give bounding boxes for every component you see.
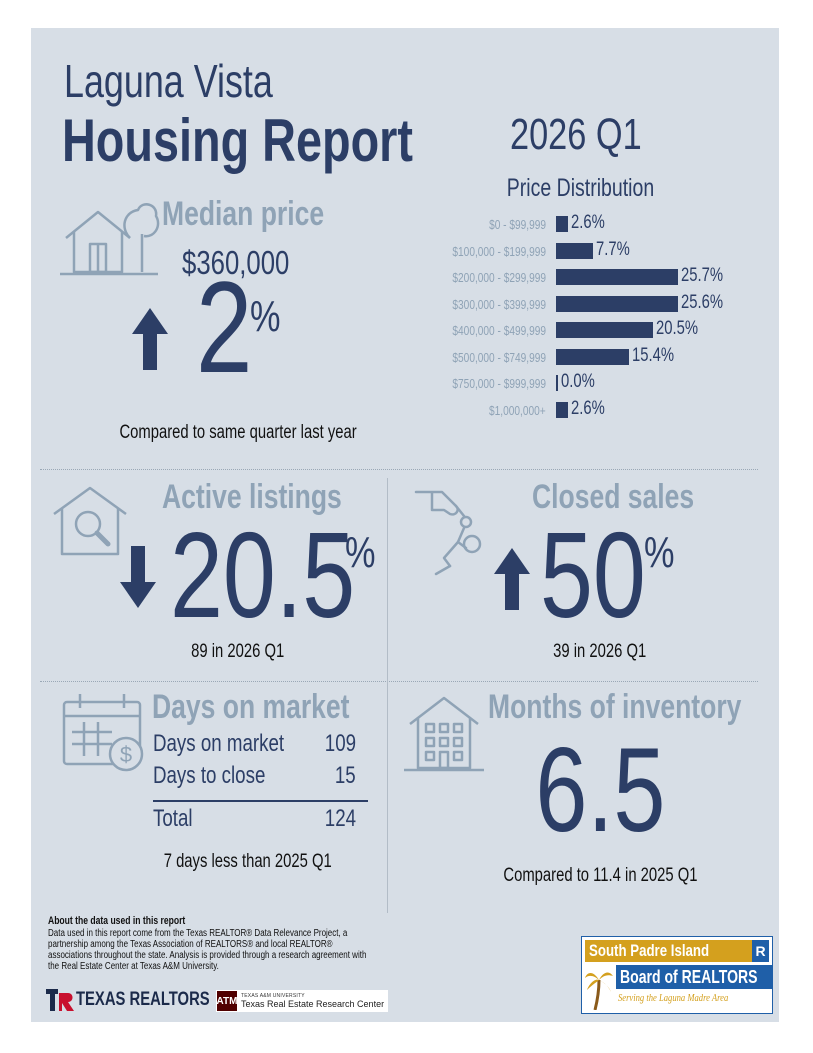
dist-value-label: 0.0% (561, 371, 595, 392)
days-on-market-note: 7 days less than 2025 Q1 (163, 851, 333, 872)
tamu-logo[interactable]: ATM TEXAS A&M UNIVERSITY Texas Real Esta… (216, 990, 388, 1012)
report-title: Housing Report (62, 107, 413, 174)
dist-bar (556, 375, 558, 391)
dist-bar (556, 348, 630, 365)
tamu-small-text: TEXAS A&M UNIVERSITY (241, 993, 305, 999)
dist-bar (556, 401, 569, 418)
closed-sales-unit: % (644, 528, 675, 577)
board-tagline: Serving the Laguna Madre Area (618, 992, 729, 1004)
report-panel (31, 28, 779, 1022)
divider-vertical (387, 478, 388, 913)
board-line1-banner: South Padre Island (585, 940, 754, 962)
months-inventory-value: 6.5 (534, 723, 666, 857)
dist-category-label: $400,000 - $499,999 (452, 323, 546, 338)
active-listings-note: 89 in 2026 Q1 (191, 641, 285, 662)
magnifier-house-icon (50, 484, 130, 560)
dist-bar (556, 295, 678, 312)
svg-text:$: $ (120, 742, 132, 767)
palm-tree-icon (585, 964, 613, 1010)
dist-value-label: 2.6% (571, 397, 606, 419)
months-inventory-note: Compared to 11.4 in 2025 Q1 (502, 865, 698, 886)
texas-realtors-text: TEXAS REALTORS (76, 989, 210, 1010)
dist-category-label: $200,000 - $299,999 (452, 270, 546, 285)
median-price-value: $360,000 (182, 244, 290, 281)
calendar-dollar-icon: $ (62, 692, 148, 776)
dist-value-label: 7.7% (595, 238, 630, 260)
dist-category-label: $100,000 - $199,999 (452, 243, 546, 259)
total-divider (153, 800, 368, 802)
board-line2-banner: Board of REALTORS (616, 965, 772, 989)
arrow-down-icon (120, 546, 156, 608)
tamu-mark-icon: ATM (217, 991, 237, 1011)
dist-value-label: 15.4% (632, 344, 675, 366)
dist-category-label: $500,000 - $749,999 (452, 349, 546, 365)
dtc-row-label: Days to close (153, 762, 266, 789)
realtor-r-icon: R (752, 940, 769, 962)
texas-realtors-logo[interactable]: TEXAS REALTORS (46, 989, 247, 1011)
about-text: Data used in this report come from the T… (48, 928, 367, 972)
closed-sales-note: 39 in 2026 Q1 (553, 641, 647, 662)
city-name: Laguna Vista (64, 55, 273, 107)
dist-bar (556, 269, 678, 285)
arrow-up-icon (494, 548, 530, 610)
divider-horizontal-2 (40, 681, 758, 682)
texas-realtors-mark-icon (46, 989, 74, 1011)
median-price-unit: % (250, 292, 281, 341)
apartment-building-icon (402, 694, 486, 774)
dist-value-label: 2.6% (571, 212, 606, 233)
closed-sales-heading: Closed sales (532, 478, 695, 516)
price-distribution-title: Price Distribution (506, 174, 654, 202)
dom-row-label: Days on market (153, 730, 285, 757)
dist-category-label: $750,000 - $999,999 (452, 376, 546, 391)
about-title: About the data used in this report (48, 915, 186, 927)
months-inventory-heading: Months of inventory (488, 688, 742, 726)
total-value: 124 (324, 805, 356, 832)
tamu-center-text: Texas Real Estate Research Center (241, 999, 385, 1009)
dist-category-label: $0 - $99,999 (489, 217, 546, 232)
house-tree-icon (60, 198, 160, 278)
median-price-change: 2 (196, 254, 253, 400)
arrow-up-icon (132, 308, 168, 370)
dom-row-value: 109 (324, 730, 356, 757)
active-listings-change: 20.5 (170, 507, 356, 643)
total-label: Total (153, 805, 193, 832)
dist-bar (556, 322, 654, 338)
dist-category-label: $1,000,000+ (489, 402, 546, 418)
board-logo[interactable]: South Padre Island R Board of REALTORS S… (581, 936, 773, 1014)
dist-bar (556, 216, 569, 232)
closed-sales-change: 50 (540, 507, 646, 643)
dtc-row-value: 15 (335, 762, 356, 789)
hand-keys-icon (414, 486, 494, 576)
median-price-note: Compared to same quarter last year (119, 422, 357, 443)
dist-value-label: 25.7% (681, 265, 724, 286)
dist-category-label: $300,000 - $399,999 (452, 296, 546, 312)
dist-value-label: 25.6% (680, 291, 723, 313)
active-listings-unit: % (345, 528, 376, 577)
active-listings-heading: Active listings (162, 478, 342, 516)
median-price-heading: Median price (162, 195, 325, 233)
days-on-market-heading: Days on market (152, 688, 350, 726)
report-period: 2026 Q1 (510, 110, 642, 159)
dist-bar (556, 242, 593, 259)
dist-value-label: 20.5% (656, 318, 699, 339)
divider-horizontal-1 (40, 469, 758, 470)
